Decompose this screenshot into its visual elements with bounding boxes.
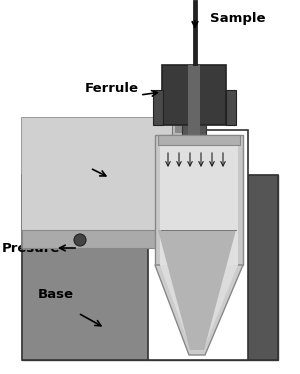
Bar (22, 175, 278, 360)
Text: Ferrule: Ferrule (85, 82, 139, 95)
Polygon shape (158, 230, 236, 350)
Circle shape (214, 234, 226, 246)
Bar (160, 140, 238, 265)
Bar (158, 135, 240, 145)
Bar (172, 118, 200, 168)
Bar (161, 230, 237, 231)
Bar (175, 118, 197, 133)
Text: Sample: Sample (210, 12, 266, 25)
Text: Base: Base (38, 288, 74, 301)
Bar (182, 125, 206, 155)
Bar (188, 65, 200, 155)
Bar (155, 135, 243, 265)
Bar (193, 0, 197, 65)
Bar (226, 90, 236, 125)
Text: Cap: Cap (45, 151, 73, 165)
Bar (22, 230, 200, 248)
Bar (22, 175, 278, 360)
Bar (22, 118, 200, 243)
Text: Presure: Presure (2, 242, 60, 254)
Bar (148, 130, 248, 360)
Bar (162, 65, 226, 125)
Bar (22, 175, 278, 360)
Polygon shape (160, 265, 238, 350)
Bar (22, 175, 152, 360)
Bar (22, 118, 200, 248)
Polygon shape (155, 265, 243, 355)
Bar (152, 175, 278, 360)
Circle shape (74, 234, 86, 246)
Bar (153, 90, 163, 125)
